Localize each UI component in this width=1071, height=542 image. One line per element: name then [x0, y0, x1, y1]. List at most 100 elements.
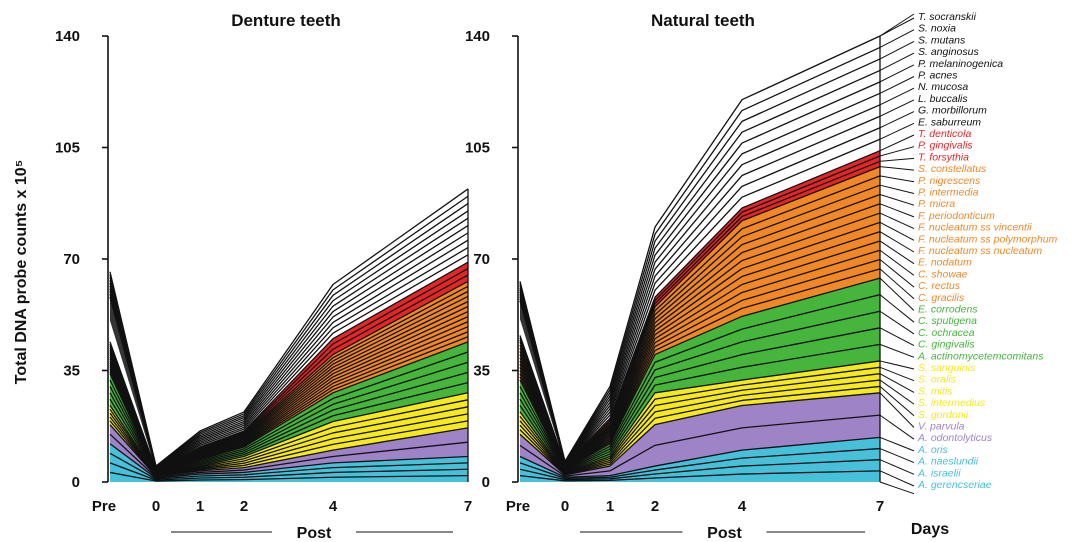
y-tick-label: 0 [72, 474, 80, 491]
y-tick-label: 140 [55, 28, 80, 45]
legend-item: S. mutans [918, 34, 966, 46]
species-boundary-line [519, 414, 881, 477]
legend-connector-line [879, 414, 915, 440]
legend-item: P. intermedia [918, 187, 979, 199]
legend-item: S. gordonii [918, 409, 969, 421]
legend-item: S. oralis [918, 374, 957, 386]
legend-connector-line [879, 360, 915, 370]
legend-item: C. gracilis [918, 292, 965, 304]
legend-item: F. nucleatum ss vincentii [918, 222, 1032, 234]
legend-connector-line [879, 386, 915, 417]
legend-connector-line [879, 327, 915, 347]
legend-connector-line [879, 310, 915, 335]
legend-connector-line [879, 470, 915, 487]
x-tick-label: 4 [738, 498, 747, 515]
species-boundary-line [109, 381, 469, 475]
days-label: Days [911, 521, 949, 538]
legend-item: S. constellatus [918, 163, 987, 175]
species-boundary-line [519, 35, 881, 462]
x-tick-label: 7 [464, 498, 472, 515]
species-boundary-line [109, 443, 469, 479]
x-axis-label-post: Post [297, 525, 332, 542]
species-boundary-line [109, 261, 469, 471]
pre-black-wedge [520, 281, 565, 465]
species-boundary-line [519, 327, 881, 472]
x-tick-label: 2 [240, 498, 248, 515]
legend-connector-line [879, 240, 915, 265]
legend-connector-line [879, 29, 915, 48]
legend-item: C. ochracea [918, 327, 975, 339]
legend-item: S. sanguinis [918, 362, 976, 374]
legend-connector-line [879, 203, 915, 218]
legend-connector-line [879, 175, 915, 183]
species-boundary-line [109, 392, 469, 476]
legend-connector-line [879, 277, 915, 311]
area-blue [110, 443, 468, 482]
legend-item: A. gerencseriae [917, 479, 992, 491]
legend-item: A. naeslundii [917, 456, 979, 468]
legend-connector-line [879, 64, 915, 83]
legend-item: F. nucleatum ss nucleatum [918, 245, 1042, 257]
legend-item: S. intermedius [918, 397, 986, 409]
x-tick-label: 4 [329, 498, 338, 515]
pre-black-wedge [110, 271, 156, 470]
species-boundary-line [109, 471, 469, 482]
y-tick-label: 70 [473, 251, 490, 268]
legend-connector-line [879, 392, 915, 428]
legend-connector-line [879, 212, 915, 230]
species-boundary-line [519, 392, 881, 476]
x-tick-label: 7 [876, 498, 884, 515]
legend-item: C. sputigena [918, 315, 977, 327]
legend-item: A. actinomycetemcomitans [917, 350, 1044, 362]
legend-item: S. noxia [918, 23, 956, 35]
y-tick-label: 0 [482, 474, 490, 491]
area-purple [520, 392, 880, 478]
legend-item: E. nodatum [918, 257, 972, 269]
legend-item: G. morbillorum [918, 105, 987, 117]
area-red [110, 262, 468, 471]
y-tick-label: 35 [63, 363, 80, 380]
legend-item: P. melaninogenica [918, 58, 1003, 70]
legend-connector-line [879, 294, 915, 323]
chart-title: Denture teeth [231, 11, 341, 30]
species-boundary-line [519, 470, 881, 482]
legend-item: F. periodonticum [918, 210, 995, 222]
panel-denture-teeth: Denture teeth 0 35 70 105 140 Pre 0 1 2 4 7 Post [55, 11, 472, 542]
legend-item: A. odontolyticus [917, 432, 993, 444]
legend-item: T. socranskii [918, 11, 977, 23]
legend-connector-line [879, 249, 915, 276]
legend-connector-line [879, 184, 915, 194]
y-tick-label: 105 [465, 140, 490, 157]
legend-connector-line [879, 40, 915, 60]
legend-connector-top [879, 13, 915, 37]
y-tick-label: 35 [473, 363, 490, 380]
area-blue [520, 437, 880, 482]
legend-item: A. israelii [917, 467, 961, 479]
legend-connector-line [879, 87, 915, 106]
legend-connector-line [879, 459, 915, 475]
legend-item: P. micra [918, 198, 955, 210]
legend-connector-line [879, 146, 915, 157]
legend-item: P. nigrescens [918, 175, 981, 187]
x-tick-label: 1 [196, 498, 204, 515]
species-boundary-line [109, 188, 469, 467]
species-boundary-line [519, 343, 881, 473]
legend-item: F. nucleatum ss polymorphum [918, 233, 1058, 245]
species-boundary-line [109, 452, 469, 480]
legend-item: E. corrodens [918, 304, 978, 316]
x-tick-label: 0 [561, 498, 569, 515]
legend-connector-line [879, 379, 915, 405]
legend-item: S. anginosus [918, 46, 979, 58]
x-tick-label: 1 [606, 498, 614, 515]
chart-title: Natural teeth [651, 11, 755, 30]
legend-item: P. gingivalis [918, 140, 973, 152]
species-boundary-line [519, 310, 881, 472]
y-tick-label: 70 [63, 251, 80, 268]
legend-connector-line [879, 99, 915, 117]
legend-connector-bottom [879, 481, 915, 495]
legend-connector-line [879, 122, 915, 140]
legend-connector-line [879, 111, 915, 129]
legend-connector-line [879, 448, 915, 464]
